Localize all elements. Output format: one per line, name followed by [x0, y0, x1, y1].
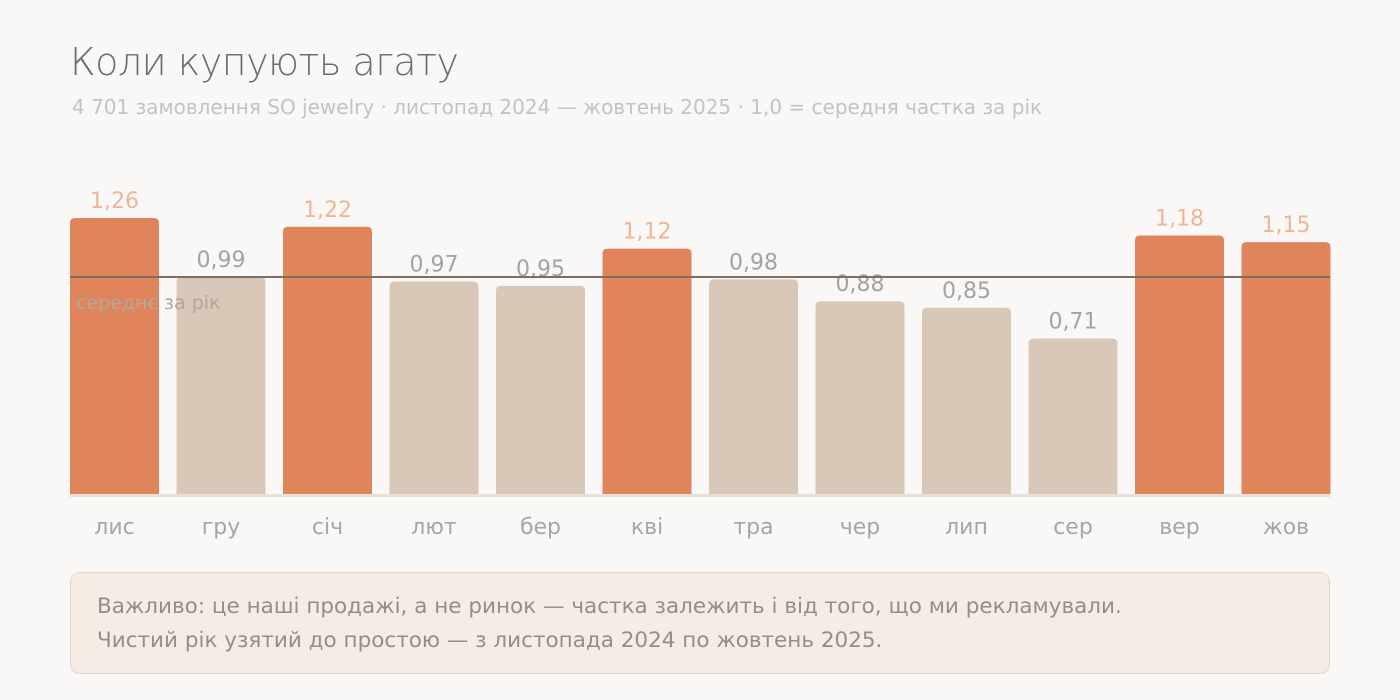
- bar: [602, 248, 692, 494]
- data-label: 0,99: [197, 248, 246, 273]
- note-line-2: Чистий рік узятий до простою — з листопа…: [97, 628, 883, 653]
- data-label: 0,98: [729, 250, 778, 275]
- bar: [70, 218, 159, 494]
- bar: [709, 279, 798, 494]
- data-label: 1,26: [90, 189, 139, 214]
- average-line-label: середнє за рік: [76, 292, 221, 314]
- x-tick-label: лис: [94, 515, 134, 540]
- x-tick-label: гру: [202, 515, 241, 540]
- data-label: 1,15: [1262, 213, 1311, 238]
- data-label: 1,22: [303, 198, 352, 223]
- data-label: 0,95: [516, 257, 565, 282]
- bar: [1135, 235, 1224, 494]
- bar: [283, 226, 372, 494]
- bar: [389, 281, 479, 494]
- bar: [496, 285, 585, 494]
- data-label: 0,85: [942, 279, 991, 304]
- bar: [922, 307, 1011, 494]
- x-tick-label: чер: [840, 515, 881, 540]
- x-tick-label: тра: [733, 515, 773, 540]
- bar: [1028, 338, 1118, 494]
- x-tick-label: сер: [1053, 515, 1093, 540]
- data-label: 0,71: [1049, 309, 1098, 334]
- x-tick-label: лип: [945, 515, 988, 540]
- x-tick-label: бер: [520, 515, 561, 540]
- chart-subtitle: 4 701 замовлення SO jewelry · листопад 2…: [72, 95, 1043, 119]
- data-label: 0,97: [410, 253, 459, 278]
- x-tick-label: лют: [411, 515, 457, 540]
- data-label: 1,12: [623, 220, 672, 245]
- x-axis-baseline: [70, 494, 1330, 497]
- bar: [1241, 242, 1331, 494]
- x-tick-label: кві: [631, 515, 663, 540]
- bar: [815, 301, 905, 494]
- note-line-1: Важливо: це наші продажі, а не ринок — ч…: [97, 594, 1122, 619]
- x-tick-label: січ: [312, 515, 343, 540]
- x-tick-label: жов: [1263, 515, 1309, 540]
- disclaimer-note: Важливо: це наші продажі, а не ринок — ч…: [70, 572, 1330, 674]
- chart-title: Коли купують агату: [70, 40, 459, 84]
- data-label: 1,18: [1155, 207, 1204, 232]
- bar-chart: 1,26 лис 0,99 гру 1,22 січ 0,97 лют 0,95 бер 1,12 к…: [70, 189, 1331, 540]
- bar: [176, 277, 266, 494]
- x-tick-label: вер: [1159, 515, 1199, 540]
